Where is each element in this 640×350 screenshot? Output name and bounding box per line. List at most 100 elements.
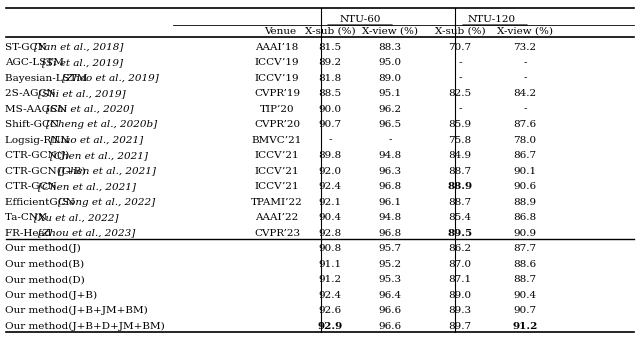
Text: 87.6: 87.6 [513, 120, 536, 129]
Text: 92.4: 92.4 [319, 290, 342, 300]
Text: Venue: Venue [264, 27, 296, 35]
Text: ICCV’19: ICCV’19 [255, 58, 300, 67]
Text: 81.5: 81.5 [319, 43, 342, 51]
Text: 86.7: 86.7 [513, 151, 536, 160]
Text: 88.6: 88.6 [513, 260, 536, 268]
Text: X-sub (%): X-sub (%) [305, 27, 355, 35]
Text: 88.9: 88.9 [447, 182, 472, 191]
Text: [Chen et al., 2021]: [Chen et al., 2021] [58, 167, 156, 176]
Text: 78.0: 78.0 [513, 135, 536, 145]
Text: 90.4: 90.4 [319, 213, 342, 222]
Text: 95.3: 95.3 [378, 275, 401, 284]
Text: Our method(J+B+JM+BM): Our method(J+B+JM+BM) [5, 306, 148, 315]
Text: 96.6: 96.6 [378, 322, 401, 330]
Text: 96.6: 96.6 [378, 306, 401, 315]
Text: TPAMI’22: TPAMI’22 [251, 197, 303, 206]
Text: -: - [524, 105, 527, 113]
Text: 96.5: 96.5 [378, 120, 401, 129]
Text: 92.6: 92.6 [319, 306, 342, 315]
Text: AAAI’18: AAAI’18 [255, 43, 299, 51]
Text: NTU-60: NTU-60 [339, 15, 381, 24]
Text: X-view (%): X-view (%) [362, 27, 418, 35]
Text: 96.1: 96.1 [378, 197, 401, 206]
Text: 95.0: 95.0 [378, 58, 401, 67]
Text: 95.2: 95.2 [378, 260, 401, 268]
Text: 87.1: 87.1 [449, 275, 472, 284]
Text: 89.0: 89.0 [449, 290, 472, 300]
Text: 73.2: 73.2 [513, 43, 536, 51]
Text: 94.8: 94.8 [378, 151, 401, 160]
Text: [Shi et al., 2019]: [Shi et al., 2019] [38, 89, 125, 98]
Text: 2S-AGCN: 2S-AGCN [5, 89, 59, 98]
Text: -: - [458, 74, 461, 83]
Text: 96.4: 96.4 [378, 290, 401, 300]
Text: ICCV’21: ICCV’21 [255, 182, 300, 191]
Text: [Chen et al., 2021]: [Chen et al., 2021] [38, 182, 136, 191]
Text: 91.1: 91.1 [319, 260, 342, 268]
Text: Shift-GCN: Shift-GCN [5, 120, 62, 129]
Text: 90.7: 90.7 [319, 120, 342, 129]
Text: 75.8: 75.8 [449, 135, 472, 145]
Text: ST-GCN: ST-GCN [5, 43, 50, 51]
Text: 89.5: 89.5 [447, 229, 472, 238]
Text: 88.7: 88.7 [513, 275, 536, 284]
Text: CTR-GCN(J+B): CTR-GCN(J+B) [5, 167, 89, 176]
Text: X-view (%): X-view (%) [497, 27, 553, 35]
Text: 94.8: 94.8 [378, 213, 401, 222]
Text: 84.2: 84.2 [513, 89, 536, 98]
Text: Logsig-RNN: Logsig-RNN [5, 135, 73, 145]
Text: 89.7: 89.7 [449, 322, 472, 330]
Text: Our method(J+B): Our method(J+B) [5, 290, 97, 300]
Text: Our method(J): Our method(J) [5, 244, 81, 253]
Text: -: - [458, 58, 461, 67]
Text: 90.6: 90.6 [513, 182, 536, 191]
Text: CTR-GCN: CTR-GCN [5, 182, 60, 191]
Text: CTR-GCN(J): CTR-GCN(J) [5, 151, 72, 160]
Text: 92.4: 92.4 [319, 182, 342, 191]
Text: Our method(B): Our method(B) [5, 260, 84, 268]
Text: ICCV’21: ICCV’21 [255, 151, 300, 160]
Text: [Yan et al., 2018]: [Yan et al., 2018] [34, 43, 123, 51]
Text: TIP’20: TIP’20 [260, 105, 294, 113]
Text: 90.4: 90.4 [513, 290, 536, 300]
Text: 88.9: 88.9 [513, 197, 536, 206]
Text: CVPR’20: CVPR’20 [254, 120, 300, 129]
Text: Our method(D): Our method(D) [5, 275, 84, 284]
Text: 96.8: 96.8 [378, 229, 401, 238]
Text: 88.5: 88.5 [319, 89, 342, 98]
Text: X-sub (%): X-sub (%) [435, 27, 485, 35]
Text: CVPR’23: CVPR’23 [254, 229, 300, 238]
Text: [Liao et al., 2021]: [Liao et al., 2021] [50, 135, 143, 145]
Text: 90.9: 90.9 [513, 229, 536, 238]
Text: -: - [388, 135, 392, 145]
Text: [Cheng et al., 2020b]: [Cheng et al., 2020b] [46, 120, 157, 129]
Text: [Shi et al., 2020]: [Shi et al., 2020] [46, 105, 134, 113]
Text: 84.9: 84.9 [449, 151, 472, 160]
Text: -: - [524, 74, 527, 83]
Text: 92.8: 92.8 [319, 229, 342, 238]
Text: Bayesian-LSTM: Bayesian-LSTM [5, 74, 91, 83]
Text: -: - [524, 58, 527, 67]
Text: AGC-LSTM: AGC-LSTM [5, 58, 67, 67]
Text: FR-Head: FR-Head [5, 229, 54, 238]
Text: 89.3: 89.3 [449, 306, 472, 315]
Text: [Zhao et al., 2019]: [Zhao et al., 2019] [62, 74, 159, 83]
Text: MS-AAGCN: MS-AAGCN [5, 105, 74, 113]
Text: NTU-120: NTU-120 [468, 15, 516, 24]
Text: EfficientGCN: EfficientGCN [5, 197, 78, 206]
Text: 96.2: 96.2 [378, 105, 401, 113]
Text: 70.7: 70.7 [449, 43, 472, 51]
Text: 86.8: 86.8 [513, 213, 536, 222]
Text: 90.7: 90.7 [513, 306, 536, 315]
Text: 86.2: 86.2 [449, 244, 472, 253]
Text: 91.2: 91.2 [319, 275, 342, 284]
Text: [Si et al., 2019]: [Si et al., 2019] [42, 58, 123, 67]
Text: 82.5: 82.5 [449, 89, 472, 98]
Text: 87.0: 87.0 [449, 260, 472, 268]
Text: 90.8: 90.8 [319, 244, 342, 253]
Text: ICCV’19: ICCV’19 [255, 74, 300, 83]
Text: Our method(J+B+D+JM+BM): Our method(J+B+D+JM+BM) [5, 322, 164, 331]
Text: 88.7: 88.7 [449, 167, 472, 176]
Text: ICCV’21: ICCV’21 [255, 167, 300, 176]
Text: -: - [458, 105, 461, 113]
